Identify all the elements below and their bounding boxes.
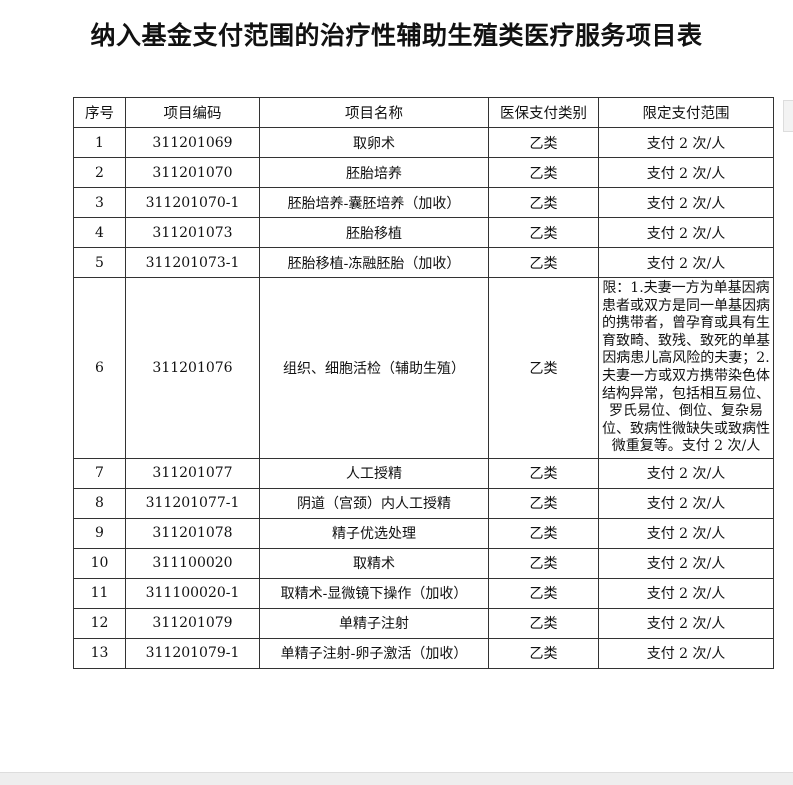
cell-seq: 8 [73,487,126,519]
cell-code: 311201076 [125,277,260,459]
cell-seq: 4 [73,217,126,248]
table-row: 11 311100020-1 取精术-显微镜下操作（加收） 乙类 支付 2 次/人 [73,577,774,609]
table-row: 3 311201070-1 胚胎培养-囊胚培养（加收） 乙类 支付 2 次/人 [73,187,774,218]
table-row: 10 311100020 取精术 乙类 支付 2 次/人 [73,547,774,579]
cell-category: 乙类 [488,517,599,549]
cell-scope: 支付 2 次/人 [598,157,774,188]
cell-scope: 支付 2 次/人 [598,577,774,609]
cell-category: 乙类 [488,127,599,158]
table-row: 9 311201078 精子优选处理 乙类 支付 2 次/人 [73,517,774,549]
cell-code: 311100020-1 [125,577,260,609]
cell-seq: 3 [73,187,126,218]
cell-name: 单精子注射 [259,607,489,639]
cell-category: 乙类 [488,577,599,609]
cell-category: 乙类 [488,157,599,188]
cell-code: 311201070 [125,157,260,188]
cell-scope: 支付 2 次/人 [598,547,774,579]
cell-code: 311201073-1 [125,247,260,278]
cell-category: 乙类 [488,637,599,669]
table-row: 4 311201073 胚胎移植 乙类 支付 2 次/人 [73,217,774,248]
cell-code: 311201073 [125,217,260,248]
header-name: 项目名称 [259,97,489,128]
cell-scope: 支付 2 次/人 [598,127,774,158]
cell-scope: 支付 2 次/人 [598,607,774,639]
cell-scope: 支付 2 次/人 [598,457,774,489]
cell-code: 311201069 [125,127,260,158]
cell-code: 311201079-1 [125,637,260,669]
cell-category: 乙类 [488,607,599,639]
table-row: 13 311201079-1 单精子注射-卵子激活（加收） 乙类 支付 2 次/人 [73,637,774,669]
cell-scope: 支付 2 次/人 [598,187,774,218]
table-row: 1 311201069 取卵术 乙类 支付 2 次/人 [73,127,774,158]
cell-name: 胚胎培养 [259,157,489,188]
cell-scope: 支付 2 次/人 [598,487,774,519]
header-scope: 限定支付范围 [598,97,774,128]
project-table: 序号 项目编码 项目名称 医保支付类别 限定支付范围 1 311201069 取卵术 乙类 支付… [73,97,774,669]
table-header-row: 序号 项目编码 项目名称 医保支付类别 限定支付范围 [73,97,774,128]
side-panel-toggle-button[interactable] [783,100,793,132]
cell-seq: 2 [73,157,126,188]
cell-category: 乙类 [488,187,599,218]
cell-code: 311201070-1 [125,187,260,218]
header-code: 项目编码 [125,97,260,128]
cell-name: 取精术 [259,547,489,579]
cell-scope: 限：1.夫妻一方为单基因病患者或双方是同一单基因病的携带者，曾孕育或具有生育致畸… [598,277,774,459]
cell-seq: 9 [73,517,126,549]
cell-category: 乙类 [488,277,599,459]
cell-scope: 支付 2 次/人 [598,247,774,278]
cell-seq: 13 [73,637,126,669]
cell-name: 阴道（宫颈）内人工授精 [259,487,489,519]
cell-seq: 5 [73,247,126,278]
cell-seq: 1 [73,127,126,158]
cell-seq: 6 [73,277,126,459]
cell-name: 精子优选处理 [259,517,489,549]
cell-code: 311100020 [125,547,260,579]
cell-name: 胚胎培养-囊胚培养（加收） [259,187,489,218]
table-row: 6 311201076 组织、细胞活检（辅助生殖） 乙类 限：1.夫妻一方为单基因病患者… [73,277,774,459]
cell-name: 人工授精 [259,457,489,489]
table-row: 12 311201079 单精子注射 乙类 支付 2 次/人 [73,607,774,639]
cell-category: 乙类 [488,547,599,579]
cell-name: 单精子注射-卵子激活（加收） [259,637,489,669]
cell-category: 乙类 [488,457,599,489]
cell-category: 乙类 [488,487,599,519]
table-row: 5 311201073-1 胚胎移植-冻融胚胎（加收） 乙类 支付 2 次/人 [73,247,774,278]
cell-category: 乙类 [488,217,599,248]
cell-name: 取精术-显微镜下操作（加收） [259,577,489,609]
cell-seq: 12 [73,607,126,639]
cell-name: 胚胎移植-冻融胚胎（加收） [259,247,489,278]
cell-name: 胚胎移植 [259,217,489,248]
cell-category: 乙类 [488,247,599,278]
bottom-toolbar [0,772,793,785]
cell-seq: 7 [73,457,126,489]
header-category: 医保支付类别 [488,97,599,128]
cell-name: 组织、细胞活检（辅助生殖） [259,277,489,459]
cell-code: 311201079 [125,607,260,639]
page-title: 纳入基金支付范围的治疗性辅助生殖类医疗服务项目表 [90,21,703,50]
table-row: 7 311201077 人工授精 乙类 支付 2 次/人 [73,457,774,489]
cell-code: 311201078 [125,517,260,549]
table-row: 2 311201070 胚胎培养 乙类 支付 2 次/人 [73,157,774,188]
cell-code: 311201077-1 [125,487,260,519]
cell-code: 311201077 [125,457,260,489]
cell-seq: 11 [73,577,126,609]
table-row: 8 311201077-1 阴道（宫颈）内人工授精 乙类 支付 2 次/人 [73,487,774,519]
header-seq: 序号 [73,97,126,128]
cell-seq: 10 [73,547,126,579]
cell-scope: 支付 2 次/人 [598,217,774,248]
cell-name: 取卵术 [259,127,489,158]
cell-scope: 支付 2 次/人 [598,637,774,669]
cell-scope: 支付 2 次/人 [598,517,774,549]
